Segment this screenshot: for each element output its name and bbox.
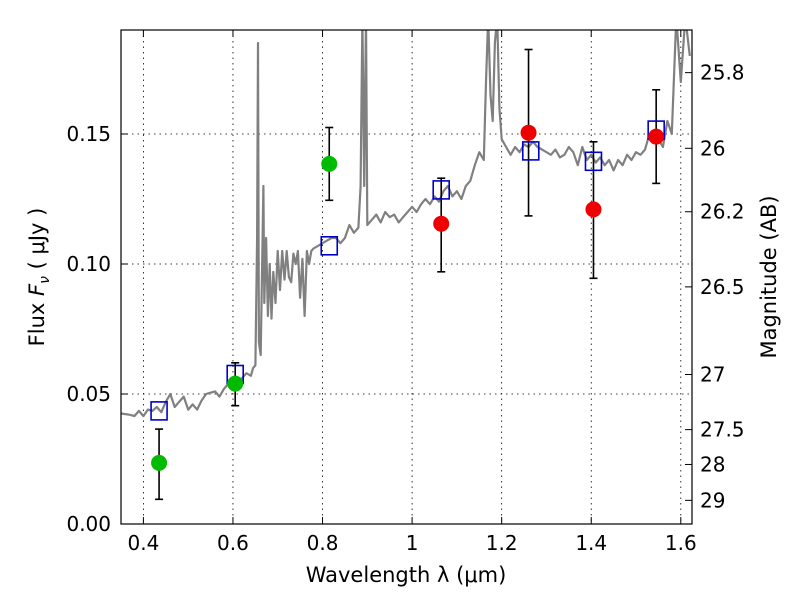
y2-tick-label: 27 [700, 363, 725, 387]
y-axis-label-symbol: F [25, 283, 49, 296]
y-axis-label-prefix: Flux [25, 296, 49, 346]
x-tick-label: 0.4 [127, 531, 159, 555]
y-axis-label-subscript: ν [37, 276, 53, 284]
errorbar-layer [155, 48, 661, 501]
tick-marks [121, 30, 692, 525]
observed-photometry-point [648, 128, 665, 145]
y-axis-label-suffix: ( μJy ) [25, 208, 49, 276]
observed-photometry-point [520, 124, 537, 141]
y-tick-label: 0.10 [66, 252, 111, 276]
model-photometry-square [432, 180, 451, 200]
observed-photometry-point [151, 454, 168, 471]
y2-tick-label: 27.5 [700, 418, 745, 442]
observed-photometry-layer [151, 124, 665, 471]
x-tick-label: 0.6 [217, 531, 249, 555]
y2-tick-label: 29 [700, 488, 725, 512]
x-tick-label: 0.8 [307, 531, 339, 555]
model-photometry-square [150, 401, 168, 421]
y2-tick-label: 26.5 [700, 275, 745, 299]
model-photometry-layer [150, 120, 665, 421]
observed-photometry-point [433, 215, 450, 232]
model-photometry-square [521, 141, 540, 161]
model-photometry-square [584, 151, 603, 172]
x-tick-label: 1.4 [575, 531, 607, 555]
y2-tick-labels: 25.8 26 26.2 26.5 27 27.5 28 29 [700, 61, 745, 513]
observed-photometry-point [585, 201, 602, 218]
x-tick-labels: 0.4 0.6 0.8 1 1.2 1.4 1.6 [127, 531, 696, 555]
y-axis-label: Flux Fν ( μJy ) [25, 208, 53, 347]
spectrum-layer [121, 30, 691, 418]
y-tick-label: 0.00 [66, 512, 111, 536]
y2-tick-label: 26.2 [700, 200, 745, 224]
plot-frame [120, 29, 693, 525]
x-axis-label: Wavelength λ (μm) [306, 563, 507, 587]
model-spectrum-line [121, 30, 691, 418]
y-tick-label: 0.15 [66, 122, 111, 146]
y2-tick-label: 28 [700, 452, 725, 476]
x-tick-label: 1 [406, 531, 419, 555]
observed-photometry-point [321, 155, 338, 172]
y-tick-label: 0.05 [66, 382, 111, 406]
x-tick-label: 1.6 [665, 531, 697, 555]
y2-tick-label: 26 [700, 136, 725, 160]
model-photometry-square [320, 236, 339, 256]
observed-photometry-point [227, 375, 244, 392]
y2-axis-label: Magnitude (AB) [757, 195, 781, 358]
grid [121, 30, 692, 525]
y2-tick-label: 25.8 [700, 61, 745, 85]
y-tick-labels: 0.00 0.05 0.10 0.15 [66, 122, 111, 536]
x-tick-label: 1.2 [486, 531, 518, 555]
